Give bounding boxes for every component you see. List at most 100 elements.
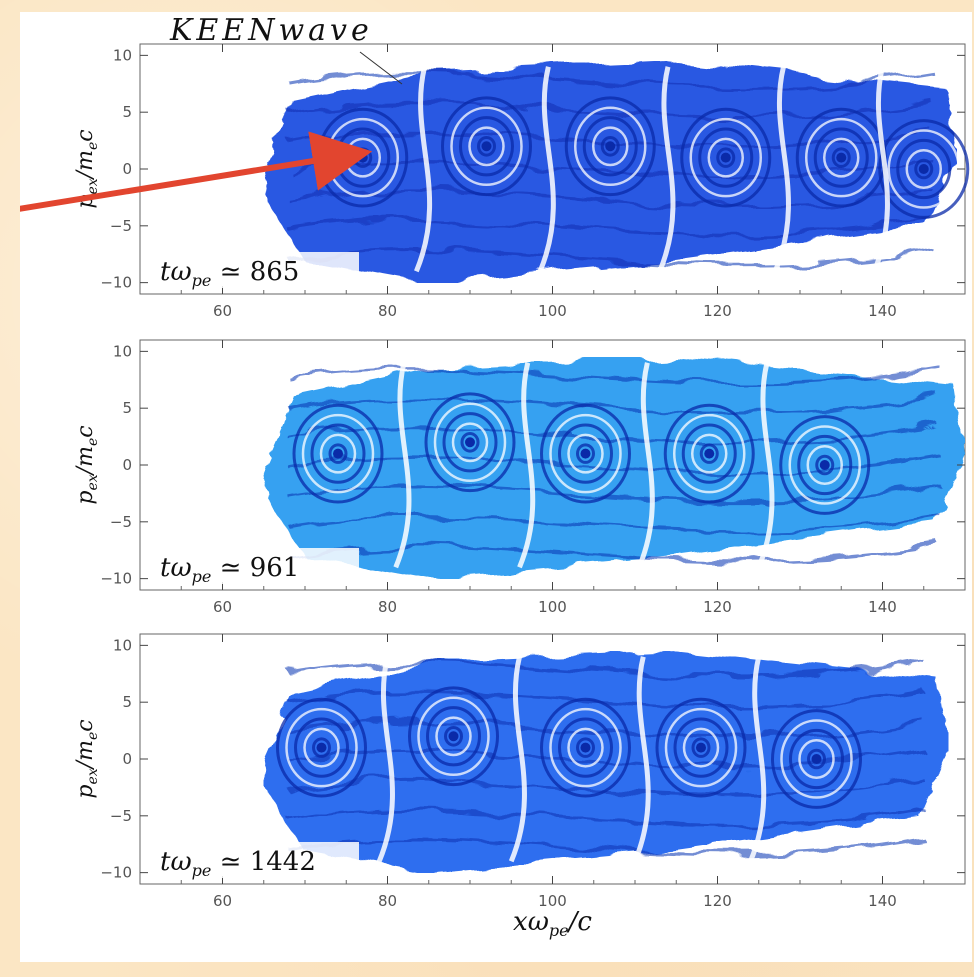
separatrix-gap (632, 656, 651, 863)
keenwave-label: KEENwave (169, 13, 373, 48)
vortex-ring (823, 137, 860, 178)
vortex-ring (878, 119, 970, 219)
vortex-core (481, 141, 492, 152)
vortex-ring (564, 96, 656, 197)
x-tick-label: 60 (213, 598, 232, 616)
vortex-core (580, 448, 591, 459)
vortex-ring (914, 158, 934, 180)
filament (288, 777, 925, 798)
vortex-ring (905, 149, 942, 189)
figure-canvas: 60 80 100 120 140 10 5 0 −5 −10 pex/mec tωpe ≃ 865 K… (20, 12, 972, 962)
vortex-ring (468, 126, 505, 167)
separatrix-gap (517, 362, 536, 569)
vortex-ring (576, 737, 595, 758)
x-tick-label: 140 (868, 302, 897, 320)
separatrix-gap (772, 66, 791, 273)
vortex-ring (780, 719, 853, 799)
vortex (540, 697, 631, 798)
vortex-ring (689, 117, 762, 198)
vortex-ring (698, 127, 754, 188)
vortex-ring (807, 748, 826, 770)
vortex-ring (691, 433, 728, 474)
vortex-ring (441, 96, 532, 197)
y-tick-label: 0 (122, 456, 132, 474)
vortex-ring (574, 106, 647, 187)
separatrix-gap (537, 66, 556, 273)
vortex (424, 392, 516, 493)
vortex-core (836, 152, 847, 163)
vortex-ring (663, 403, 755, 504)
x-tick-label: 100 (538, 598, 567, 616)
y-tick-label: 5 (122, 399, 132, 417)
x-axis-label: xωpe/c (513, 907, 592, 940)
vortex-ring (540, 403, 631, 504)
y-tick-label: −5 (110, 513, 132, 531)
vortex-ring (691, 737, 711, 758)
vortex-ring (435, 716, 472, 757)
vortex-core (811, 754, 822, 764)
x-tick-label: 80 (378, 598, 397, 616)
vortex-ring (312, 737, 331, 758)
vortex-ring (680, 107, 772, 208)
vortex-ring (417, 696, 490, 777)
vortex-ring (681, 423, 737, 484)
vortex-ring (798, 739, 835, 779)
panel-middle: 60 80 100 120 140 10 5 0 −5 −10 pex/mec tωpe ≃ 961 (73, 339, 966, 616)
vortex-core (333, 448, 343, 459)
separatrix-gap (376, 656, 395, 863)
vortex-core (580, 742, 591, 753)
vortex-ring (699, 443, 719, 464)
x-tick-label: 120 (703, 892, 732, 910)
separatrix-gap (636, 362, 655, 569)
vortex-ring (664, 707, 738, 788)
vortex-ring (450, 106, 523, 187)
x-tick-label: 120 (703, 598, 732, 616)
vortex-ring (813, 127, 869, 188)
vortex-ring (789, 728, 844, 790)
vortex (441, 96, 532, 197)
vortex-core (704, 448, 715, 459)
vortex (292, 403, 384, 504)
y-tick-label: 10 (113, 636, 132, 654)
y-tick-label: −5 (110, 807, 132, 825)
y-axis-label: pex/mec (73, 719, 101, 798)
vortex-ring (815, 454, 835, 476)
vortex (779, 415, 871, 515)
vortex-ring (831, 147, 851, 168)
vortex-core (316, 742, 327, 753)
vortex-ring (592, 126, 629, 167)
time-annotation: tωpe ≃ 961 (160, 553, 299, 586)
vortex-ring (426, 706, 481, 767)
y-tick-label: 5 (122, 693, 132, 711)
vortex-ring (805, 117, 878, 198)
vortex-core (819, 460, 830, 470)
y-axis-label: pex/mec (73, 425, 101, 504)
x-tick-label: 80 (378, 892, 397, 910)
x-tick-label: 60 (213, 892, 232, 910)
vortex-ring (582, 116, 638, 177)
vortex-ring (540, 697, 631, 798)
y-tick-label: 0 (122, 750, 132, 768)
x-tick-label: 60 (213, 302, 232, 320)
filament (288, 247, 933, 267)
vortex-ring (303, 727, 340, 768)
vortex-ring (549, 413, 622, 494)
vortex-ring (459, 116, 514, 177)
vortex-ring (716, 147, 736, 168)
vortex-ring (682, 727, 720, 768)
filament (288, 217, 933, 237)
vortex-ring (292, 403, 384, 504)
y-tick-label: 0 (122, 160, 132, 178)
y-tick-label: 10 (113, 46, 132, 64)
vortex-ring (301, 413, 375, 494)
vortex-core (696, 742, 706, 753)
separatrix-gap (748, 656, 767, 863)
x-tick-label: 120 (703, 302, 732, 320)
filament (288, 807, 925, 827)
vortex (663, 403, 755, 504)
vortex-ring (451, 422, 489, 463)
vortex-ring (276, 697, 367, 798)
vortex-ring (444, 725, 463, 747)
time-annotation-bg (154, 252, 359, 288)
